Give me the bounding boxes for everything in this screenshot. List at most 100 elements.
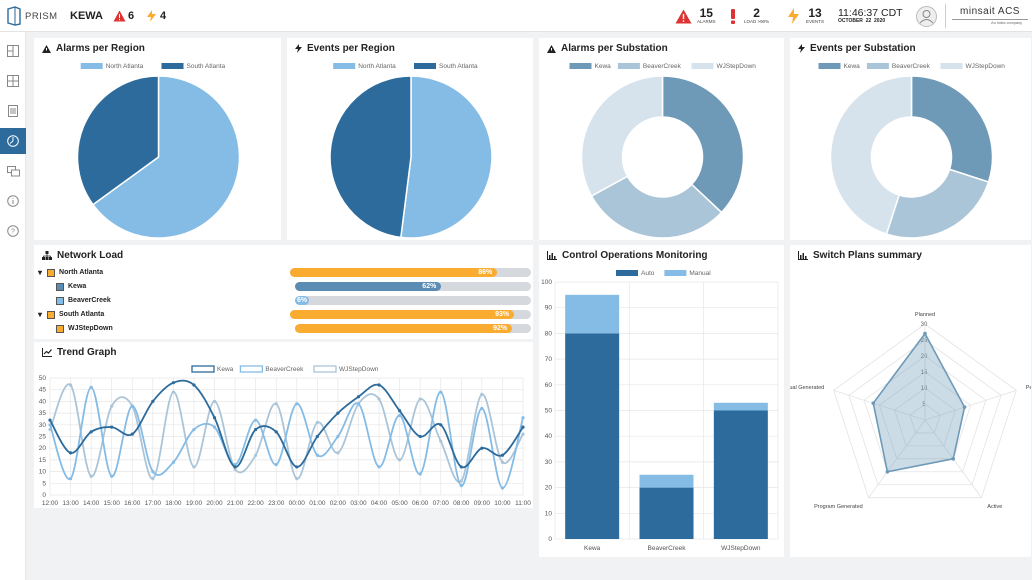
series-point-wjstepdown bbox=[110, 404, 114, 408]
legend-swatch bbox=[239, 365, 264, 373]
legend-swatch bbox=[818, 63, 841, 69]
series-point-kewa bbox=[233, 465, 237, 469]
legend-label: BeaverCreek bbox=[892, 63, 931, 70]
site-alarm-counter[interactable]: 6 bbox=[113, 0, 134, 32]
user-icon bbox=[916, 5, 937, 27]
load-label: LOAD >90% bbox=[744, 19, 770, 25]
network-load-row[interactable]: BeaverCreek bbox=[56, 294, 111, 307]
series-point-kewa bbox=[192, 383, 196, 387]
site-name[interactable]: KEWA bbox=[70, 10, 103, 22]
series-point-wjstepdown bbox=[254, 453, 258, 457]
pie-slice-wjstepdown bbox=[829, 75, 913, 235]
network-load-row[interactable]: ▾ North Atlanta bbox=[38, 266, 103, 279]
events-per-substation-chart: Kewa BeaverCreek WJStepDown bbox=[818, 63, 1005, 239]
site-event-counter[interactable]: 4 bbox=[147, 0, 166, 32]
sidebar-item-chat[interactable] bbox=[0, 158, 26, 184]
legend-swatch bbox=[940, 63, 963, 69]
pie-slice-south-atlanta bbox=[329, 75, 412, 239]
series-point-beavercreek bbox=[151, 470, 155, 474]
sidebar-item-help[interactable]: ? bbox=[0, 218, 26, 244]
y-tick-label: 40 bbox=[39, 398, 47, 405]
series-point-wjstepdown bbox=[192, 465, 196, 469]
pie-slice-south-atlanta bbox=[76, 75, 160, 206]
user-avatar[interactable] bbox=[916, 0, 937, 32]
panel-title-text: Events per Substation bbox=[810, 43, 916, 54]
y-tick-label: 100 bbox=[541, 279, 552, 286]
series-point-kewa bbox=[130, 432, 134, 436]
series-point-beavercreek bbox=[171, 460, 175, 464]
radar-axis bbox=[868, 419, 926, 498]
events-per-substation-panel: Events per Substation Kewa BeaverCreek WJS… bbox=[790, 38, 1031, 240]
sidebar-item-grid[interactable] bbox=[0, 38, 26, 64]
x-tick-label: 19:00 bbox=[186, 500, 203, 507]
events-value: 13 bbox=[808, 6, 822, 21]
network-load-row[interactable]: WJStepDown bbox=[56, 322, 113, 335]
dashboard-icon bbox=[7, 135, 19, 147]
sidebar-item-info[interactable] bbox=[0, 188, 26, 214]
sidebar-item-dashboard[interactable] bbox=[0, 128, 26, 154]
prism-logo-icon bbox=[7, 6, 21, 26]
network-load-row[interactable]: ▾ South Atlanta bbox=[38, 308, 104, 321]
series-point-beavercreek bbox=[418, 472, 422, 476]
series-point-beavercreek bbox=[130, 404, 134, 408]
load-bar-track: 86% bbox=[290, 268, 531, 277]
y-tick-label: 70 bbox=[545, 356, 553, 363]
series-point-wjstepdown bbox=[377, 397, 381, 401]
radar-point bbox=[885, 469, 890, 474]
legend-swatch bbox=[80, 63, 103, 69]
sitemap-icon bbox=[42, 251, 52, 260]
trend-graph-panel: Trend Graph Kewa BeaverCreek WJStepDown 0 5 1… bbox=[34, 342, 533, 508]
control-operations-panel: Control Operations Monitoring Auto Manual… bbox=[539, 245, 784, 557]
x-tick-label: BeaverCreek bbox=[648, 545, 687, 552]
radar-grid bbox=[833, 323, 1017, 499]
series-point-kewa bbox=[480, 446, 484, 450]
pie-slice-north-atlanta bbox=[91, 75, 241, 239]
legend-label: South Atlanta bbox=[187, 63, 226, 70]
alarms-per-region-chart: North Atlanta South Atlanta bbox=[76, 63, 241, 239]
x-tick-label: 22:00 bbox=[248, 500, 265, 507]
radar-category-label: Program Generated bbox=[814, 504, 863, 510]
sidebar-item-layout[interactable] bbox=[0, 68, 26, 94]
expand-caret-icon[interactable]: ▾ bbox=[38, 268, 43, 277]
y-tick-label: 0 bbox=[548, 536, 552, 543]
node-color-icon bbox=[47, 310, 56, 319]
legend-label: BeaverCreek bbox=[643, 63, 682, 70]
expand-caret-icon[interactable]: ▾ bbox=[38, 310, 43, 319]
radar-tick-label: 30 bbox=[921, 322, 928, 328]
site-event-count: 4 bbox=[160, 10, 167, 22]
app-logo[interactable]: PRISM bbox=[6, 0, 58, 32]
series-point-wjstepdown bbox=[521, 432, 525, 436]
load-bar-track: 93% bbox=[290, 310, 531, 319]
series-point-wjstepdown bbox=[212, 399, 217, 403]
alarms-status[interactable]: 15 ALARMS bbox=[675, 0, 716, 32]
series-point-wjstepdown bbox=[151, 477, 155, 481]
load-bar-fill: 86% bbox=[290, 268, 498, 277]
divider bbox=[945, 4, 946, 28]
chat-icon bbox=[6, 165, 20, 176]
series-point-beavercreek bbox=[480, 406, 484, 411]
node-label: WJStepDown bbox=[68, 325, 113, 332]
bar-manual bbox=[713, 402, 768, 411]
y-tick-label: 30 bbox=[545, 459, 553, 466]
y-tick-label: 5 bbox=[42, 480, 46, 487]
legend-label: North Atlanta bbox=[358, 63, 396, 70]
radar-point bbox=[923, 331, 927, 336]
legend-swatch bbox=[191, 365, 215, 373]
series-point-kewa bbox=[418, 434, 422, 439]
load-status[interactable]: 2 LOAD >90% bbox=[730, 0, 769, 32]
x-tick-label: 02:00 bbox=[330, 500, 347, 507]
x-tick-label: 06:00 bbox=[412, 500, 429, 507]
series-point-kewa bbox=[459, 465, 463, 469]
series-point-kewa bbox=[398, 409, 402, 413]
events-status[interactable]: 13 EVENTS bbox=[788, 0, 824, 32]
sidebar-item-list[interactable] bbox=[0, 98, 26, 124]
bar-manual bbox=[639, 474, 694, 488]
x-tick-label: 08:00 bbox=[453, 500, 470, 507]
network-load-row[interactable]: Kewa bbox=[56, 280, 86, 293]
help-icon: ? bbox=[7, 225, 19, 237]
pie-slice-beavercreek bbox=[590, 175, 723, 239]
panel-title-text: Alarms per Substation bbox=[561, 43, 668, 54]
panel-title: Events per Substation bbox=[798, 43, 916, 54]
legend-swatch bbox=[664, 270, 687, 276]
legend-swatch bbox=[333, 63, 356, 69]
